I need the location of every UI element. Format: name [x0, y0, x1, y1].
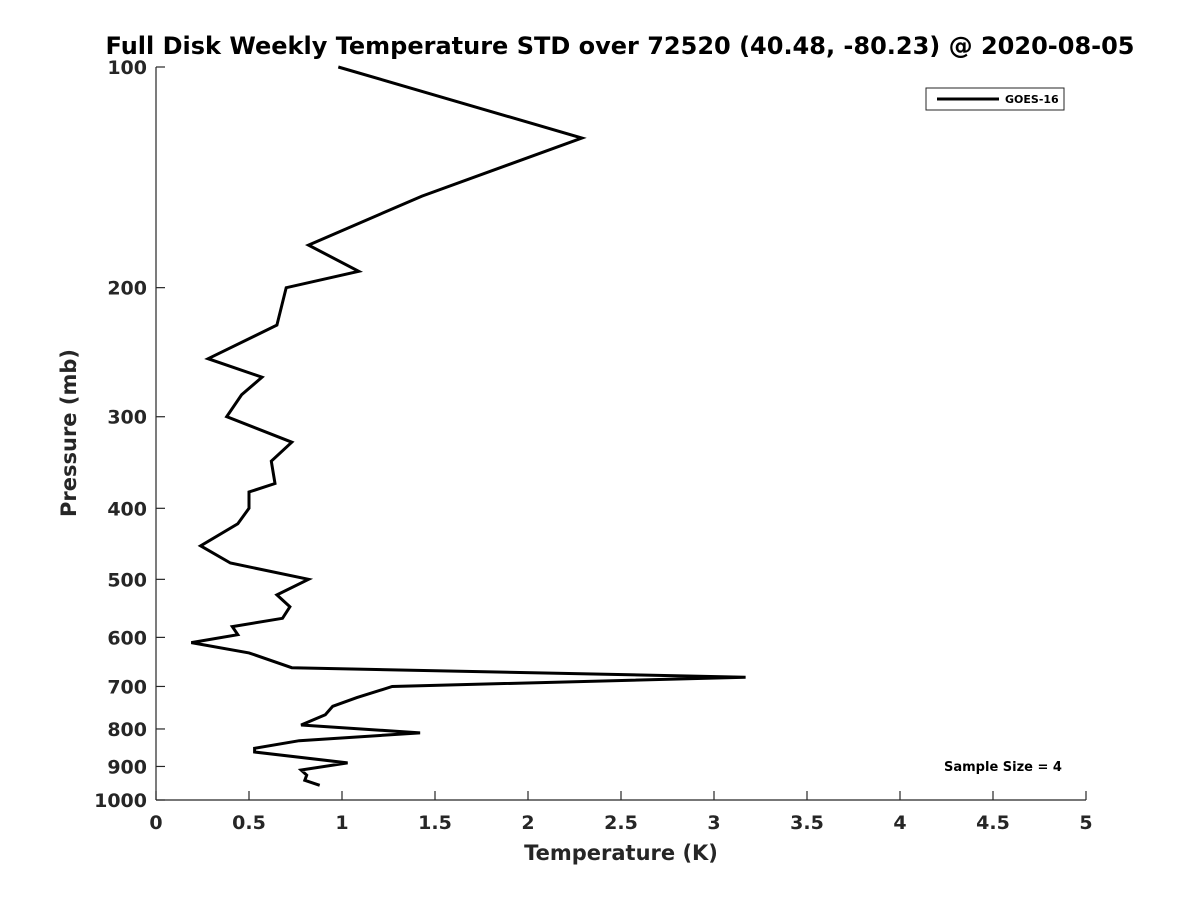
x-tick-label: 1.5 — [418, 812, 452, 834]
x-tick-label: 0.5 — [232, 812, 266, 834]
y-axis-ticks: 100 200 300 400 500 600 700 800 900 1000 — [94, 57, 165, 812]
series-layer — [191, 65, 746, 787]
x-tick-label: 2.5 — [604, 812, 638, 834]
x-axis-ticks: 0 0.5 1 1.5 2 2.5 3 3.5 4 4.5 5 — [149, 791, 1093, 834]
x-tick-label: 4.5 — [976, 812, 1010, 834]
x-tick-label: 5 — [1079, 812, 1092, 834]
x-tick-label: 3.5 — [790, 812, 824, 834]
x-tick-label: 4 — [893, 812, 906, 834]
x-tick-label: 2 — [521, 812, 534, 834]
x-tick-label: 0 — [149, 812, 162, 834]
chart-title: Full Disk Weekly Temperature STD over 72… — [106, 32, 1135, 60]
series-line-goes-16 — [191, 65, 746, 787]
y-tick-label: 1000 — [94, 790, 147, 812]
y-tick-label: 700 — [107, 676, 147, 698]
y-tick-label: 200 — [107, 278, 147, 300]
x-tick-label: 3 — [707, 812, 720, 834]
legend: GOES-16 — [925, 87, 1065, 111]
x-axis-label: Temperature (K) — [524, 841, 718, 865]
y-axis-label: Pressure (mb) — [57, 349, 81, 517]
sample-size-annotation: Sample Size = 4 — [944, 760, 1062, 775]
y-tick-label: 300 — [107, 407, 147, 429]
y-tick-label: 100 — [107, 57, 147, 79]
y-tick-label: 600 — [107, 627, 147, 649]
y-tick-label: 400 — [107, 498, 147, 520]
y-tick-label: 800 — [107, 719, 147, 741]
legend-label-goes-16: GOES-16 — [1005, 93, 1059, 106]
x-tick-label: 1 — [335, 812, 348, 834]
y-tick-label: 900 — [107, 756, 147, 778]
y-tick-label: 500 — [107, 569, 147, 591]
